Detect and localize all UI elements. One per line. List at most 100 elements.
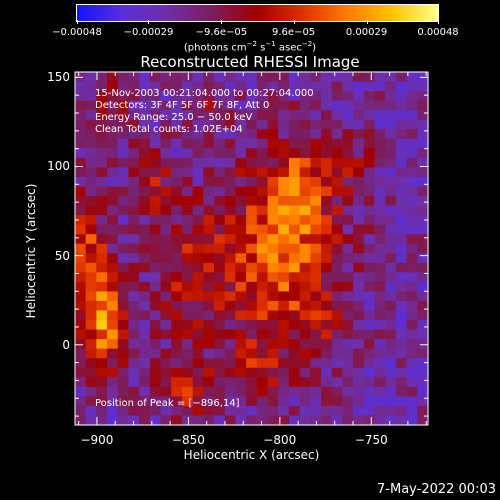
heatmap-cell [310, 110, 322, 121]
heatmap-cell [192, 205, 204, 216]
heatmap-cell [310, 72, 322, 83]
heatmap-cell [374, 329, 386, 340]
heatmap-cell [224, 367, 237, 378]
heatmap-cell [149, 100, 162, 111]
heatmap-cell [406, 348, 418, 359]
heatmap-cell [192, 253, 204, 264]
heatmap-cell [149, 234, 162, 245]
heatmap-cell [96, 339, 108, 350]
heatmap-cell [395, 91, 408, 102]
heatmap-cell [331, 377, 344, 388]
heatmap-cell [128, 100, 140, 111]
heatmap-cell [235, 310, 247, 321]
heatmap-cell [128, 176, 140, 188]
heatmap-cell [171, 205, 183, 216]
heatmap-cell [342, 148, 354, 159]
heatmap-cell [224, 339, 237, 350]
heatmap-cell [353, 224, 365, 235]
heatmap-cell [267, 358, 279, 369]
heatmap-cell [181, 339, 194, 350]
heatmap-cell [149, 358, 162, 369]
heatmap-cell [299, 186, 311, 197]
heatmap-cell [310, 243, 322, 254]
heatmap-cell [96, 405, 108, 417]
heatmap-cell [299, 405, 311, 417]
heatmap-cell [417, 329, 429, 340]
heatmap-cell [149, 291, 162, 302]
heatmap-cells [75, 72, 429, 426]
heatmap-cell [406, 329, 418, 340]
colorbar-tick-mark [77, 20, 78, 24]
heatmap-cell [267, 196, 279, 207]
heatmap-cell [235, 358, 247, 369]
heatmap-cell [267, 215, 279, 226]
heatmap-cell [363, 72, 376, 83]
heatmap-cell [331, 157, 344, 168]
colorbar-tick-mark [438, 20, 439, 24]
heatmap-cell [256, 186, 269, 197]
heatmap-cell [256, 205, 269, 216]
heatmap-cell [299, 262, 311, 273]
heatmap-cell [171, 272, 183, 283]
heatmap-cell [117, 138, 130, 149]
heatmap-cell [278, 110, 290, 121]
heatmap-cell [181, 110, 194, 121]
heatmap-cell [267, 224, 279, 235]
heatmap-cell [139, 329, 151, 340]
heatmap-cell [139, 415, 151, 426]
heatmap-cell [256, 119, 269, 130]
heatmap-cell [203, 81, 215, 92]
heatmap-cell [331, 320, 344, 331]
heatmap-cell [149, 377, 162, 388]
heatmap-cell [331, 405, 344, 417]
heatmap-cell [278, 310, 290, 321]
heatmap-cell [353, 157, 365, 168]
heatmap-cell [374, 176, 386, 188]
heatmap-cell [321, 300, 333, 312]
heatmap-cell [192, 176, 204, 188]
heatmap-cell [203, 367, 215, 378]
heatmap-cell [395, 415, 408, 426]
heatmap-cell [299, 396, 311, 407]
heatmap-cell [85, 167, 97, 178]
heatmap-cell [181, 215, 194, 226]
heatmap-cell [342, 72, 354, 83]
heatmap-cell [310, 310, 322, 321]
heatmap-cell [310, 291, 322, 302]
heatmap-cell [353, 253, 365, 264]
heatmap-cell [267, 348, 279, 359]
heatmap-cell [75, 205, 87, 216]
heatmap-cell [203, 329, 215, 340]
heatmap-cell [246, 415, 258, 426]
heatmap-cell [128, 262, 140, 273]
heatmap-cell [395, 196, 408, 207]
heatmap-cell [96, 186, 108, 197]
heatmap-cell [246, 358, 258, 369]
heatmap-cell [374, 224, 386, 235]
heatmap-cell [107, 196, 119, 207]
heatmap-cell [353, 310, 365, 321]
heatmap-cell [342, 215, 354, 226]
heatmap-cell [203, 224, 215, 235]
heatmap-cell [96, 72, 108, 83]
heatmap-cell [342, 157, 354, 168]
heatmap-cell [406, 291, 418, 302]
heatmap-cell [235, 205, 247, 216]
heatmap-cell [331, 329, 344, 340]
heatmap-cell [181, 329, 194, 340]
heatmap-cell [139, 339, 151, 350]
heatmap-cell [128, 234, 140, 245]
heatmap-cell [374, 386, 386, 397]
heatmap-cell [288, 253, 301, 264]
colorbar-tick-mark [221, 20, 223, 24]
heatmap-cell [321, 196, 333, 207]
heatmap-cell [374, 339, 386, 350]
heatmap-cell [363, 329, 376, 340]
heatmap-cell [107, 234, 119, 245]
heatmap-cell [395, 243, 408, 254]
heatmap-cell [321, 377, 333, 388]
heatmap-cell [321, 310, 333, 321]
heatmap-cell [385, 415, 397, 426]
heatmap-cell [417, 167, 429, 178]
heatmap-cell [214, 291, 226, 302]
